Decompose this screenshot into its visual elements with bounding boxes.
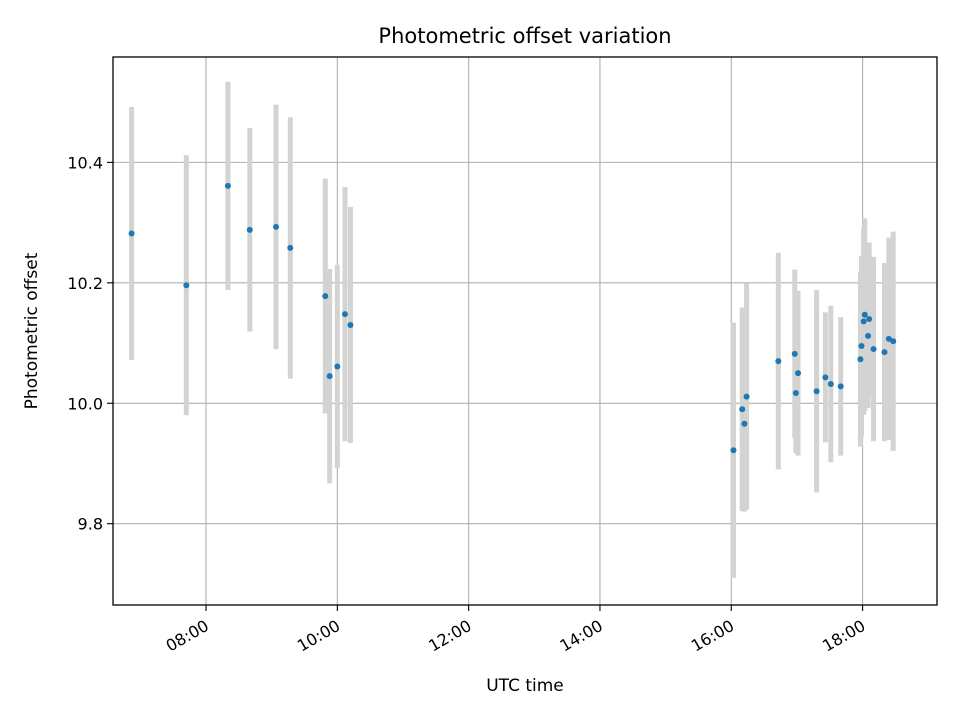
data-point [861, 311, 868, 318]
data-point [334, 363, 341, 370]
data-point [128, 230, 135, 237]
data-point [795, 370, 802, 377]
data-point [858, 343, 865, 350]
data-point [775, 358, 782, 365]
data-point [881, 349, 888, 356]
data-point [866, 315, 873, 322]
y-tick-label: 10.0 [67, 394, 103, 413]
y-axis-label: Photometric offset [22, 252, 42, 409]
plot-frame [112, 56, 938, 606]
data-point [865, 332, 872, 339]
y-tick-label: 10.4 [67, 153, 103, 172]
data-point [183, 282, 190, 289]
data-point [791, 350, 798, 357]
data-point [322, 293, 329, 300]
data-point [341, 311, 348, 318]
data-point [813, 388, 820, 395]
data-point [273, 223, 280, 230]
data-point [885, 335, 892, 342]
y-tick-label: 9.8 [78, 515, 103, 534]
data-point [870, 346, 877, 353]
data-point [792, 390, 799, 397]
data-point [837, 383, 844, 390]
data-point [326, 373, 333, 380]
data-point [890, 338, 897, 345]
data-point [827, 380, 834, 387]
data-point [347, 321, 354, 328]
data-points [128, 182, 897, 454]
chart-title: Photometric offset variation [378, 24, 671, 48]
data-point [860, 318, 867, 325]
data-point [857, 356, 864, 363]
data-point [741, 420, 748, 427]
data-point [822, 374, 829, 381]
data-point [730, 447, 737, 454]
data-point [743, 393, 750, 400]
data-point [287, 244, 294, 251]
data-point [246, 226, 253, 233]
data-point [224, 182, 231, 189]
data-point [739, 406, 746, 413]
y-tick-label: 10.2 [67, 274, 103, 293]
x-axis-label: UTC time [486, 676, 564, 696]
